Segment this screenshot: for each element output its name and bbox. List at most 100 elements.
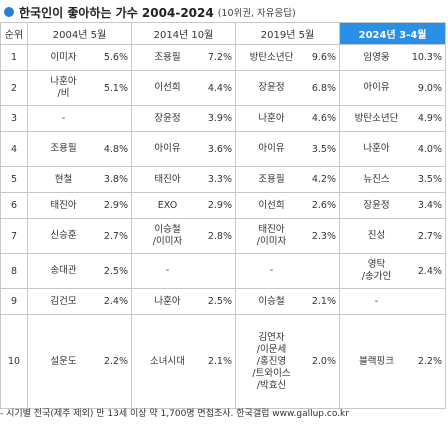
singer-cell: 영탁/송가인 2.4%: [339, 253, 446, 289]
rank-cell: 6: [0, 192, 28, 219]
singer-cell: 현철 3.8%: [27, 166, 132, 193]
singer-name: 장윤정: [258, 82, 285, 93]
singer-percent: 3.8%: [103, 174, 128, 185]
singer-cell: -: [131, 253, 236, 289]
column-header-period: 2019년 5월: [235, 22, 340, 45]
singer-percent: 2.2%: [103, 356, 128, 367]
singer-percent: 3.4%: [417, 200, 442, 211]
singer-cell: 조용필 4.8%: [27, 131, 132, 167]
singer-name: 나훈아: [258, 112, 285, 124]
singer-name: 아이유: [154, 143, 181, 154]
singer-cell: 장윤정 3.9%: [131, 105, 236, 132]
singer-percent: 2.1%: [207, 356, 232, 367]
singer-name: 뉴진스: [363, 173, 390, 185]
singer-cell: 나훈아 2.5%: [131, 288, 236, 315]
singer-name: 방탄소년단: [354, 112, 399, 124]
singer-cell: 장윤정 6.8%: [235, 70, 340, 106]
singer-percent: 5.6%: [103, 52, 128, 63]
singer-name: -: [269, 265, 274, 276]
singer-name: 이미자: [50, 51, 77, 63]
rank-cell: 3: [0, 105, 28, 132]
singer-name: 나훈아/비: [50, 76, 77, 99]
singer-name: 김건모: [50, 295, 77, 307]
singer-percent: 3.3%: [207, 174, 232, 185]
singer-name: 아이유: [363, 82, 390, 93]
table-row: 7 신승훈 2.7% 이승철/이미자 2.8% 태진아/이미자 2.3% 진성 2.7%: [0, 218, 446, 254]
singer-cell: 태진아 2.9%: [27, 192, 132, 219]
singer-name: 이선희: [258, 199, 285, 211]
singer-name: 송대관: [50, 265, 77, 276]
singer-name: 블랙핑크: [359, 355, 394, 367]
singer-name: 김연자/이문세/홍진영/트와이스/박효신: [252, 331, 291, 391]
singer-percent: 4.6%: [311, 113, 336, 124]
singer-percent: 2.1%: [311, 296, 336, 307]
singer-percent: 5.1%: [103, 82, 128, 94]
singer-percent: 4.8%: [103, 143, 128, 155]
singer-cell: 조용필 4.2%: [235, 166, 340, 193]
singer-percent: 2.3%: [311, 230, 336, 242]
singer-percent: 2.7%: [103, 230, 128, 242]
singer-cell: 태진아 3.3%: [131, 166, 236, 193]
column-header-rank: 순위: [0, 22, 28, 45]
singer-percent: 2.7%: [417, 230, 442, 242]
rank-cell: 5: [0, 166, 28, 193]
singer-cell: 방탄소년단 4.9%: [339, 105, 446, 132]
singer-percent: 2.2%: [417, 356, 442, 367]
singer-cell: 이선희 2.6%: [235, 192, 340, 219]
title-bullet-icon: [4, 7, 14, 17]
singer-name: 나훈아: [154, 295, 181, 307]
singer-cell: 소녀시대 2.1%: [131, 314, 236, 409]
singer-percent: 9.0%: [417, 82, 442, 94]
rank-cell: 4: [0, 131, 28, 167]
column-header-period: 2014년 10월: [131, 22, 236, 45]
singer-cell: 블랙핑크 2.2%: [339, 314, 446, 409]
table-row: 5 현철 3.8% 태진아 3.3% 조용필 4.2% 뉴진스 3.5%: [0, 166, 446, 193]
singer-name: EXO: [157, 199, 178, 211]
singer-name: 방탄소년단: [249, 51, 294, 63]
singer-name: 현철: [54, 173, 73, 185]
singer-percent: 4.9%: [417, 113, 442, 124]
singer-name: 장윤정: [363, 199, 390, 211]
singer-percent: 3.6%: [207, 143, 232, 155]
singer-name: 이선희: [154, 82, 181, 93]
singer-cell: 나훈아 4.6%: [235, 105, 340, 132]
singer-cell: -: [235, 253, 340, 289]
singer-percent: 9.6%: [311, 52, 336, 63]
singer-cell: 이승철/이미자 2.8%: [131, 218, 236, 254]
column-header-period: 2024년 3-4월: [339, 22, 446, 45]
singer-name: 신승훈: [50, 230, 77, 241]
singer-name: 조용필: [258, 173, 285, 185]
singer-cell: 김연자/이문세/홍진영/트와이스/박효신 2.0%: [235, 314, 340, 409]
singer-percent: 2.5%: [207, 296, 232, 307]
title-row: 한국인이 좋아하는 가수 2004-2024 (10위권, 자유응답): [2, 2, 296, 22]
singer-name: 임영웅: [363, 51, 390, 63]
table-row: 9 김건모 2.4% 나훈아 2.5% 이승철 2.1% -: [0, 288, 446, 315]
singer-cell: 설운도 2.2%: [27, 314, 132, 409]
rank-cell: 1: [0, 44, 28, 71]
singer-name: 태진아: [50, 199, 77, 211]
rank-cell: 10: [0, 314, 28, 409]
singer-name: -: [165, 265, 170, 276]
singer-cell: 장윤정 3.4%: [339, 192, 446, 219]
rank-cell: 9: [0, 288, 28, 315]
singer-cell: 아이유 3.6%: [131, 131, 236, 167]
singer-name: 소녀시대: [150, 355, 185, 367]
singer-cell: 조용필 7.2%: [131, 44, 236, 71]
singer-name: 태진아/이미자: [256, 224, 287, 247]
singer-percent: 2.9%: [207, 200, 232, 211]
singer-percent: 7.2%: [207, 52, 232, 63]
singer-name: 설운도: [50, 355, 77, 367]
singer-percent: 4.0%: [417, 143, 442, 155]
singer-name: 아이유: [258, 143, 285, 154]
singer-percent: 10.3%: [411, 52, 442, 63]
singer-name: 나훈아: [363, 143, 390, 154]
table-row: 1 이미자 5.6% 조용필 7.2% 방탄소년단 9.6% 임영웅 10.3%: [0, 44, 446, 71]
singer-percent: 4.4%: [207, 82, 232, 94]
singer-cell: 아이유 9.0%: [339, 70, 446, 106]
table-row: 10 설운도 2.2% 소녀시대 2.1% 김연자/이문세/홍진영/트와이스/박효신 2.0…: [0, 314, 446, 409]
singer-name: 조용필: [50, 143, 77, 154]
singer-percent: 2.9%: [103, 200, 128, 211]
singer-cell: -: [339, 288, 446, 315]
singer-cell: 임영웅 10.3%: [339, 44, 446, 71]
singer-cell: 나훈아/비 5.1%: [27, 70, 132, 106]
